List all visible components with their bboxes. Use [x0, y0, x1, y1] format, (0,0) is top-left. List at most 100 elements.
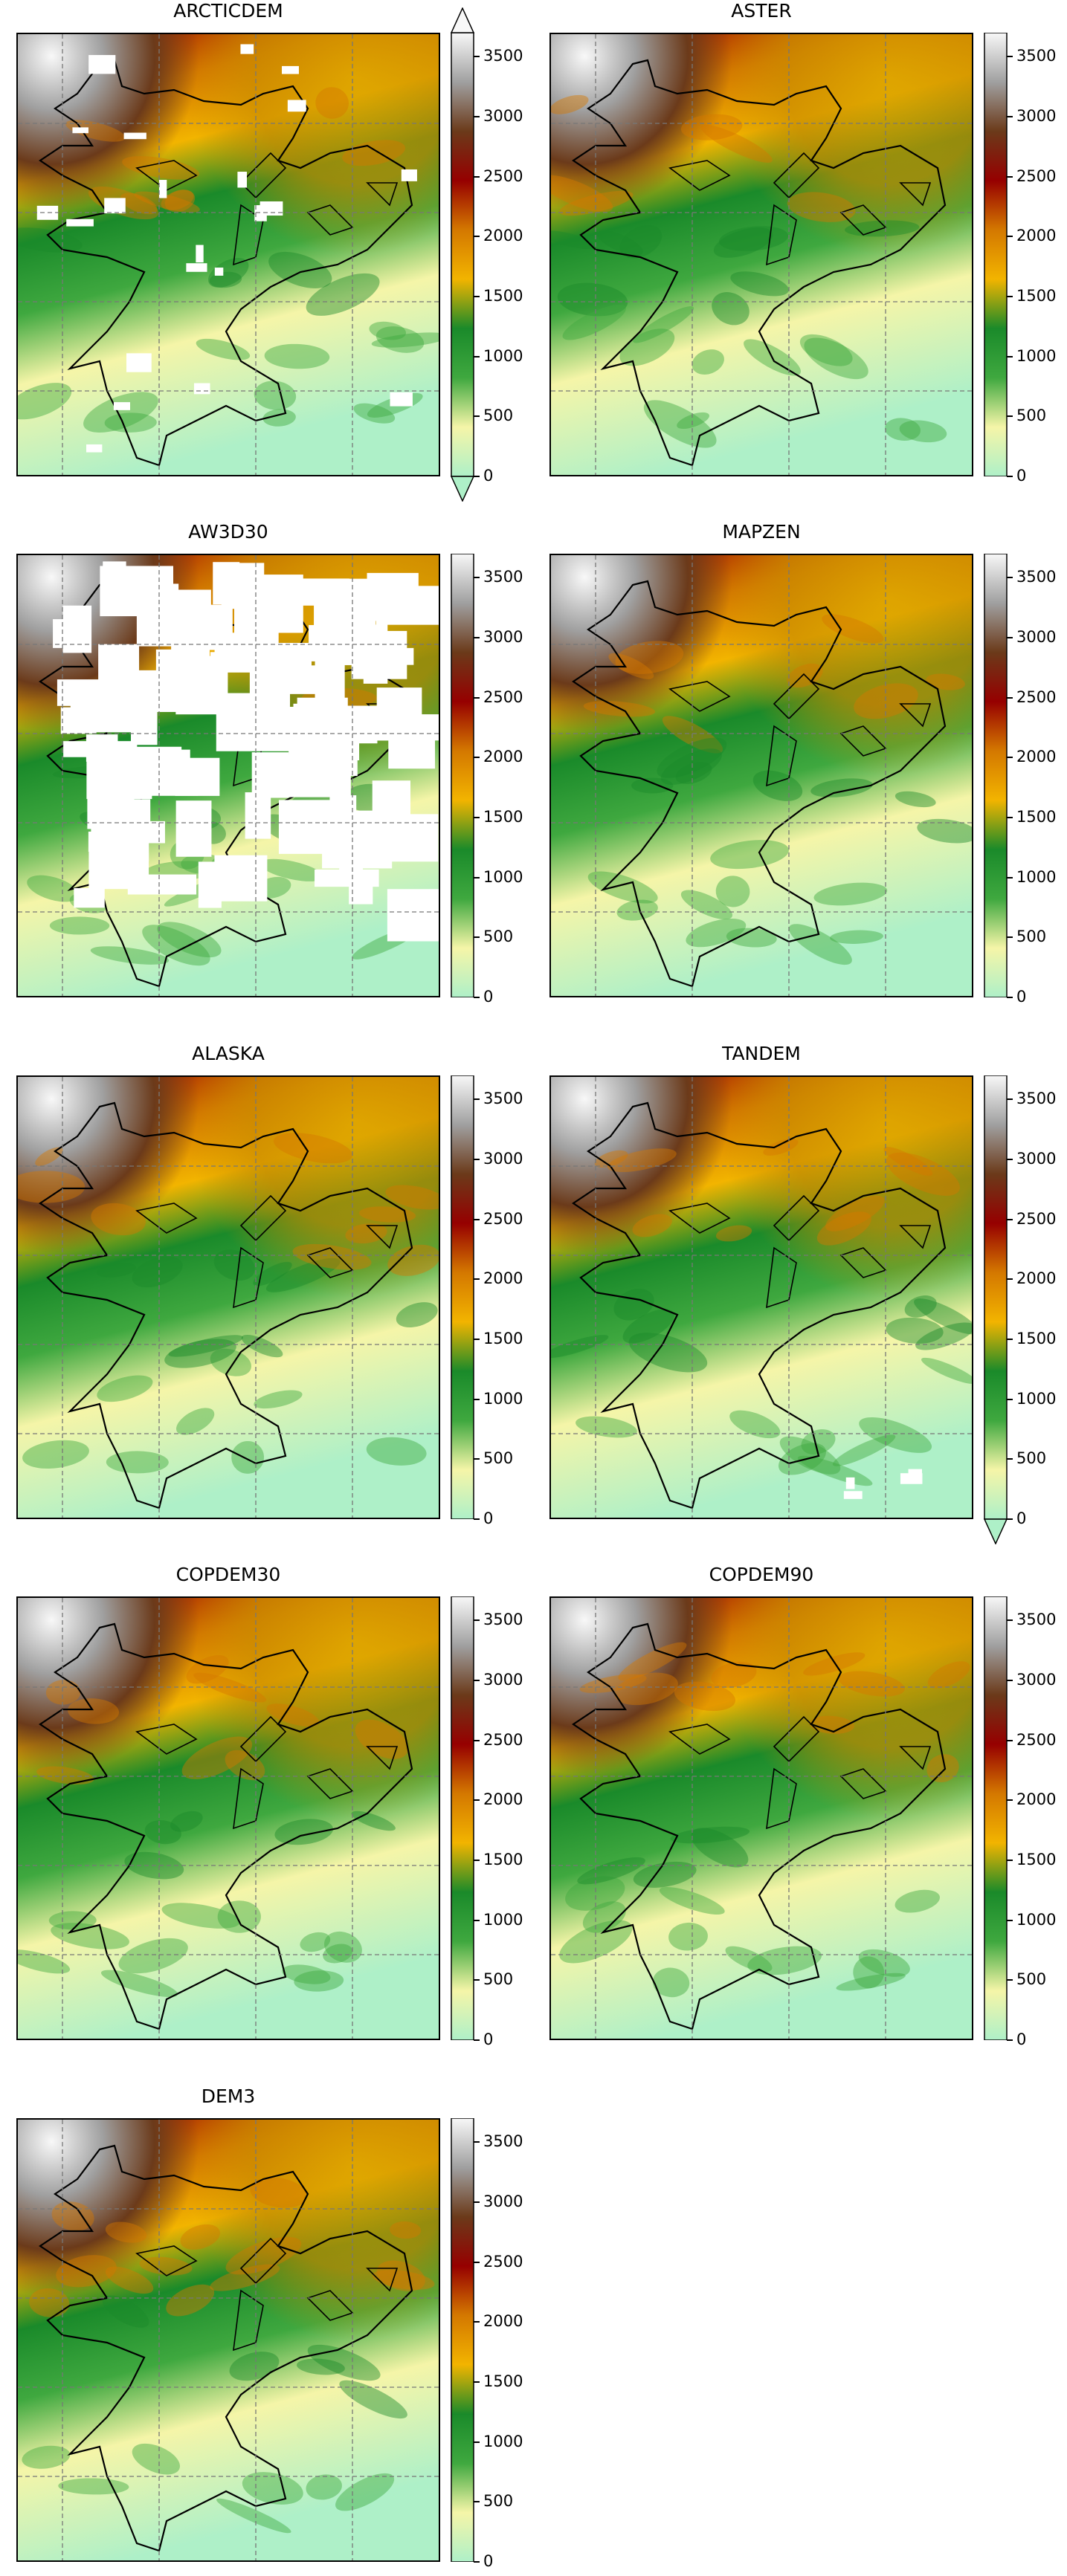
colorbar-tick-label: 3500 [483, 2132, 523, 2151]
colorbar-tick [1007, 1739, 1013, 1741]
colorbar-tick-label: 0 [483, 2552, 494, 2570]
panel-title: MAPZEN [722, 521, 801, 543]
colorbar-tick-label: 1500 [1016, 807, 1057, 826]
colorbar-tick-label: 3000 [1016, 627, 1057, 646]
colorbar-tick [474, 816, 480, 818]
colorbar-tick-label: 3500 [1016, 1090, 1057, 1108]
colorbar-tick [474, 415, 480, 418]
colorbar-tick-label: 2000 [483, 1269, 523, 1288]
colorbar-tick-label: 2500 [1016, 166, 1057, 185]
colorbar-tick [1007, 876, 1013, 878]
colorbar-tick-label: 3000 [1016, 106, 1057, 125]
colorbar-tick [474, 2201, 480, 2203]
colorbar-tick [1007, 1278, 1013, 1281]
colorbar-tick [474, 577, 480, 579]
colorbar-tick-label: 3500 [1016, 47, 1057, 65]
map-panel-dem3: DEM3 0 500 1000 1500 2000 2500 3000 3500 [16, 2085, 523, 2570]
colorbar-tick [1007, 1979, 1013, 1981]
colorbar-tick-label: 0 [1016, 1509, 1027, 1527]
panel-title: ALASKA [192, 1043, 265, 1064]
colorbar-tick-label: 500 [1016, 928, 1047, 946]
panel-title: TANDEM [722, 1043, 801, 1064]
map-panel-arcticdem: ARCTICDEM 0 500 1000 1500 2000 2500 3000 3500 [16, 0, 523, 502]
colorbar-tick-label: 1500 [1016, 286, 1057, 305]
colorbar: 0 500 1000 1500 2000 2500 3000 3500 [984, 1075, 1066, 1544]
colorbar-tick [1007, 1458, 1013, 1460]
colorbar-tick-label: 1000 [483, 2432, 523, 2450]
colorbar: 0 500 1000 1500 2000 2500 3000 3500 [984, 554, 1066, 1006]
panel-title: ASTER [731, 0, 792, 22]
colorbar-tick [474, 476, 480, 477]
colorbar-tick [1007, 757, 1013, 759]
colorbar-tick [474, 2141, 480, 2143]
colorbar-tick [474, 1979, 480, 1981]
colorbar-tick-label: 3000 [483, 627, 523, 646]
panel-title: ARCTICDEM [173, 0, 283, 22]
colorbar-tick-label: 0 [483, 988, 494, 1006]
elevation-map [16, 2118, 440, 2562]
colorbar-tick-label: 1000 [483, 1910, 523, 1929]
colorbar-tick [1007, 295, 1013, 297]
colorbar-tick [1007, 1619, 1013, 1622]
colorbar-tick-label: 3500 [1016, 568, 1057, 586]
colorbar-tick-label: 3000 [483, 1149, 523, 1168]
colorbar-tick [474, 236, 480, 238]
colorbar-tick-label: 1000 [1016, 1389, 1057, 1408]
colorbar-tick [1007, 1518, 1013, 1520]
colorbar-tick-label: 1000 [483, 867, 523, 886]
colorbar-tick-label: 2500 [1016, 1730, 1057, 1749]
panel-title: AW3D30 [188, 521, 268, 543]
panel-title: COPDEM30 [175, 1564, 281, 1585]
elevation-map [16, 33, 440, 476]
colorbar-tick-label: 3000 [483, 2192, 523, 2210]
colorbar-tick [1007, 175, 1013, 178]
colorbar-tick [1007, 1338, 1013, 1340]
colorbar-tick-label: 2500 [483, 1730, 523, 1749]
colorbar-tick [474, 1098, 480, 1101]
colorbar-tick [474, 1398, 480, 1400]
colorbar-tick [1007, 1859, 1013, 1861]
colorbar-tick [474, 56, 480, 58]
colorbar-tick-label: 2000 [483, 227, 523, 245]
colorbar: 0 500 1000 1500 2000 2500 3000 3500 [451, 1075, 532, 1527]
colorbar-tick [474, 876, 480, 878]
colorbar-tick [474, 355, 480, 357]
colorbar-tick [1007, 997, 1013, 998]
colorbar-tick-label: 0 [1016, 467, 1027, 485]
colorbar-tick-label: 2000 [1016, 1269, 1057, 1288]
colorbar-tick [474, 1278, 480, 1281]
colorbar-tick [1007, 1919, 1013, 1921]
colorbar-tick-label: 2000 [483, 748, 523, 766]
colorbar-tick-label: 1500 [483, 1850, 523, 1868]
elevation-map [549, 33, 973, 476]
colorbar-tick-label: 3000 [1016, 1670, 1057, 1689]
colorbar-tick [474, 997, 480, 998]
colorbar-tick [474, 696, 480, 699]
colorbar-tick-label: 2500 [1016, 687, 1057, 706]
map-panel-mapzen: MAPZEN 0 500 1000 1500 2000 2500 3000 3500 [549, 521, 1056, 1006]
colorbar-tick-label: 1500 [1016, 1850, 1057, 1868]
colorbar-tick-label: 3500 [483, 1090, 523, 1108]
colorbar-tick [474, 936, 480, 939]
colorbar: 0 500 1000 1500 2000 2500 3000 3500 [451, 7, 532, 502]
colorbar-tick [1007, 355, 1013, 357]
colorbar-tick [1007, 936, 1013, 939]
colorbar-tick-label: 3500 [1016, 1611, 1057, 1629]
colorbar-tick [1007, 1398, 1013, 1400]
colorbar-tick [474, 2381, 480, 2383]
panel-title: COPDEM90 [709, 1564, 814, 1585]
colorbar-tick-label: 3000 [483, 1670, 523, 1689]
colorbar-tick-label: 500 [483, 928, 514, 946]
colorbar-tick [474, 1739, 480, 1741]
colorbar-tick-label: 0 [483, 1509, 494, 1527]
colorbar-tick [474, 115, 480, 117]
colorbar-tick-label: 500 [483, 2492, 514, 2511]
colorbar-tick-label: 2500 [1016, 1209, 1057, 1228]
colorbar-tick [1007, 696, 1013, 699]
colorbar-tick [1007, 1098, 1013, 1101]
colorbar: 0 500 1000 1500 2000 2500 3000 3500 [451, 2118, 532, 2570]
colorbar-tick-label: 2500 [483, 1209, 523, 1228]
colorbar-tick [1007, 1799, 1013, 1802]
colorbar-tick-label: 0 [483, 2030, 494, 2048]
